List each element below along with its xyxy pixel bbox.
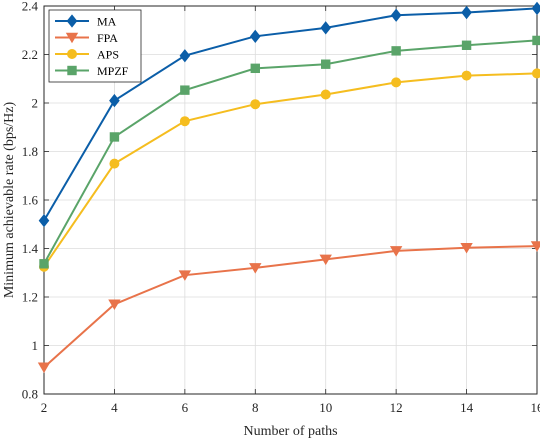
series-fpa [37,241,540,374]
data-point-mpzf [391,46,401,56]
x-tick-label: 2 [41,400,48,415]
data-point-mpzf [109,132,120,142]
data-point-fpa [249,263,262,274]
data-point-ma [109,93,120,108]
x-tick-label: 16 [531,400,540,415]
series-line-aps [43,72,538,268]
data-point-fpa [108,299,121,311]
data-point-aps [250,99,261,110]
series-mpzf [39,35,540,269]
y-tick-label: 1.6 [22,193,39,208]
legend: MA FPA APS MPZF [48,9,142,83]
x-tick-label: 12 [390,400,403,415]
data-point-fpa [178,270,192,281]
legend-swatch-marker [66,14,78,28]
data-point-aps [461,70,472,81]
series-line-mpzf [43,39,538,265]
data-point-ma [390,8,402,22]
data-point-mpzf [532,35,540,46]
y-tick-label: 1 [32,338,39,353]
data-point-ma [320,21,332,35]
x-tick-label: 10 [319,400,332,415]
x-tick-label: 8 [252,400,259,415]
data-point-aps [179,116,190,127]
data-point-mpzf [321,59,331,69]
y-tick-label: 2.2 [22,47,38,62]
series-line-ma [43,7,538,222]
legend-item-aps: APS [55,48,119,62]
data-point-ma [461,5,472,20]
legend-label: FPA [97,31,118,45]
data-point-mpzf [180,85,190,95]
data-point-ma [38,213,50,228]
x-tick-label: 14 [460,400,474,415]
y-tick-label: 1.8 [22,144,38,159]
legend-swatch-marker [67,49,78,60]
legend-label: MA [97,15,117,29]
axis-ticks: 2 4 6 8 10 12 14 16 0.8 1 1.2 1.4 1.6 1.8 2 2.2 2.4 [22,0,540,415]
y-axis-title: Minimum achievable rate (bps/Hz) [2,102,17,299]
legend-swatch-marker [67,65,77,76]
data-point-aps [532,68,540,79]
data-point-aps [109,158,120,169]
data-point-fpa [37,362,51,374]
y-tick-label: 2.4 [22,0,39,14]
y-tick-label: 0.8 [22,387,38,402]
series-group [37,1,540,374]
y-tick-label: 2 [32,96,39,111]
y-tick-label: 1.4 [22,241,39,256]
data-point-aps [320,89,331,100]
x-axis-title: Number of paths [243,424,337,438]
series-line-fpa [43,245,538,369]
data-point-ma [179,49,191,63]
legend-item-fpa: FPA [55,31,118,45]
data-point-aps [391,77,402,88]
legend-label: MPZF [97,64,129,78]
x-tick-label: 6 [182,400,189,415]
y-tick-label: 1.2 [22,290,38,305]
data-point-ma [531,1,540,16]
data-point-mpzf [250,63,260,74]
data-point-fpa [319,254,332,266]
legend-label: APS [97,48,119,62]
legend-swatch-marker [65,32,79,44]
data-point-fpa [389,246,403,257]
data-point-mpzf [39,259,49,269]
data-point-fpa [460,242,473,254]
legend-item-mpzf: MPZF [55,64,129,78]
series-ma [38,1,540,228]
data-point-mpzf [461,40,472,50]
x-tick-label: 4 [111,400,118,415]
data-point-ma [249,29,261,43]
legend-item-ma: MA [55,14,117,29]
